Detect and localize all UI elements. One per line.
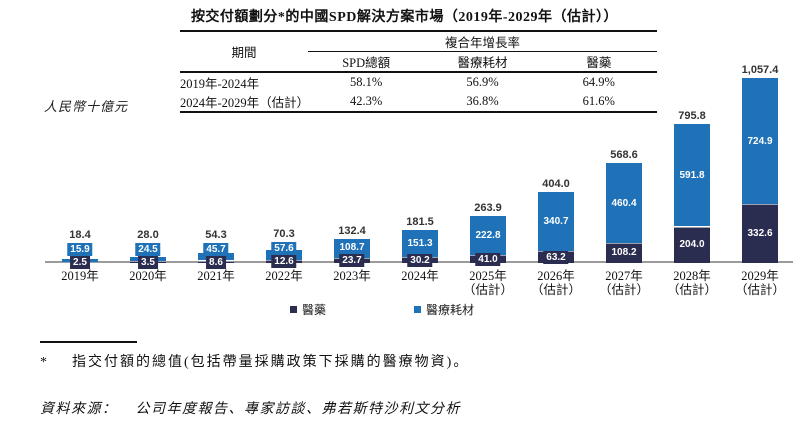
total-label: 18.4 [69, 229, 91, 242]
footnote-marker: * [40, 355, 47, 370]
table-subheader-spd-total: SPD總額 [342, 56, 391, 70]
total-label: 132.4 [338, 224, 366, 237]
table-cell: 61.6% [540, 92, 657, 113]
value-label-醫藥: 8.6 [206, 255, 226, 269]
footnote-text: 指交付額的總值(包括帶量採購政策下採購的醫療物資)。 [72, 355, 470, 370]
value-label-醫藥: 12.6 [271, 255, 297, 269]
chart-title: 按交付額劃分*的中國SPD解決方案市場（2019年-2029年（估計）） [190, 10, 619, 25]
total-label: 54.3 [205, 228, 227, 241]
x-axis-label: 2020年 [129, 269, 167, 283]
source-line: 資料來源： 公司年度報告、專家訪談、弗若斯特沙利文分析 [40, 398, 461, 418]
x-axis-label: 2028年 （估計） [666, 269, 718, 297]
table-cell: 58.1% [308, 71, 425, 92]
x-axis-label: 2026年 （估計） [530, 269, 582, 297]
value-label-醫療耗材: 340.7 [540, 214, 572, 228]
x-axis-label: 2021年 [197, 269, 235, 283]
value-label-醫藥: 2.5 [70, 256, 90, 270]
table-cell: 36.8% [424, 92, 541, 113]
table-row-period: 2024年-2029年（估計） [180, 92, 309, 113]
value-label-醫藥: 108.2 [608, 246, 640, 260]
table-header-period: 期間 [180, 30, 308, 72]
value-label-醫藥: 30.2 [407, 253, 433, 267]
table-cell: 56.9% [424, 71, 541, 92]
cagr-table: 期間 複合年增長率 SPD總額 醫療耗材 醫藥 2019年-2024年 58.1… [180, 30, 657, 113]
total-label: 28.0 [137, 229, 159, 242]
legend-label: 醫藥 [302, 303, 327, 317]
value-label-醫藥: 41.0 [475, 252, 501, 266]
table-subheader-consumables: 醫療耗材 [457, 56, 508, 70]
value-label-醫療耗材: 222.8 [472, 228, 504, 242]
total-label: 70.3 [273, 228, 295, 241]
source-label: 資料來源： [40, 402, 118, 417]
value-label-醫療耗材: 591.8 [676, 168, 708, 182]
chart-legend: 醫藥 醫療耗材 [290, 301, 474, 318]
consumables-swatch-icon [414, 306, 422, 313]
value-label-醫療耗材: 15.9 [67, 243, 93, 257]
value-label-醫藥: 23.7 [339, 254, 365, 268]
y-axis-label: 人民幣十億元 [44, 99, 129, 114]
footnote-divider [40, 341, 137, 343]
total-label: 263.9 [474, 202, 502, 215]
x-axis-label: 2029年 （估計） [734, 269, 786, 297]
table-cell: 64.9% [540, 71, 657, 92]
value-label-醫療耗材: 24.5 [135, 243, 161, 257]
total-label: 181.5 [406, 216, 434, 229]
value-label-醫藥: 204.0 [676, 237, 708, 251]
table-row-period: 2019年-2024年 [180, 71, 308, 92]
total-label: 795.8 [678, 109, 706, 122]
table-subheader-pharma: 醫藥 [586, 56, 612, 70]
total-label: 568.6 [610, 149, 638, 162]
legend-item-pharma: 醫藥 [290, 301, 326, 318]
value-label-醫藥: 63.2 [543, 251, 569, 264]
legend-item-consumables: 醫療耗材 [414, 301, 474, 318]
x-axis-label: 2019年 [61, 269, 99, 283]
table-header-cagr: 複合年增長率 [308, 30, 657, 52]
total-label: 1,057.4 [741, 63, 779, 76]
value-label-醫藥: 332.6 [744, 226, 776, 240]
value-label-醫療耗材: 108.7 [336, 241, 368, 255]
table-cell: 42.3% [308, 92, 425, 113]
pharma-swatch-icon [290, 306, 297, 313]
legend-label: 醫療耗材 [426, 303, 475, 317]
x-axis-label: 2024年 [401, 269, 439, 283]
value-label-醫療耗材: 460.4 [608, 196, 640, 210]
x-axis-label: 2022年 [265, 269, 303, 283]
footnote: * 指交付額的總值(包括帶量採購政策下採購的醫療物資)。 [40, 351, 469, 371]
value-label-醫療耗材: 724.9 [744, 134, 776, 148]
x-axis-label: 2023年 [333, 269, 371, 283]
source-text: 公司年度報告、專家訪談、弗若斯特沙利文分析 [135, 402, 461, 417]
value-label-醫療耗材: 45.7 [203, 242, 229, 256]
total-label: 404.0 [542, 177, 570, 190]
value-label-醫療耗材: 57.6 [271, 242, 297, 256]
x-axis-label: 2025年 （估計） [462, 269, 514, 297]
value-label-醫藥: 3.5 [138, 256, 158, 270]
x-axis-label: 2027年 （估計） [598, 269, 650, 297]
value-label-醫療耗材: 151.3 [404, 237, 436, 251]
